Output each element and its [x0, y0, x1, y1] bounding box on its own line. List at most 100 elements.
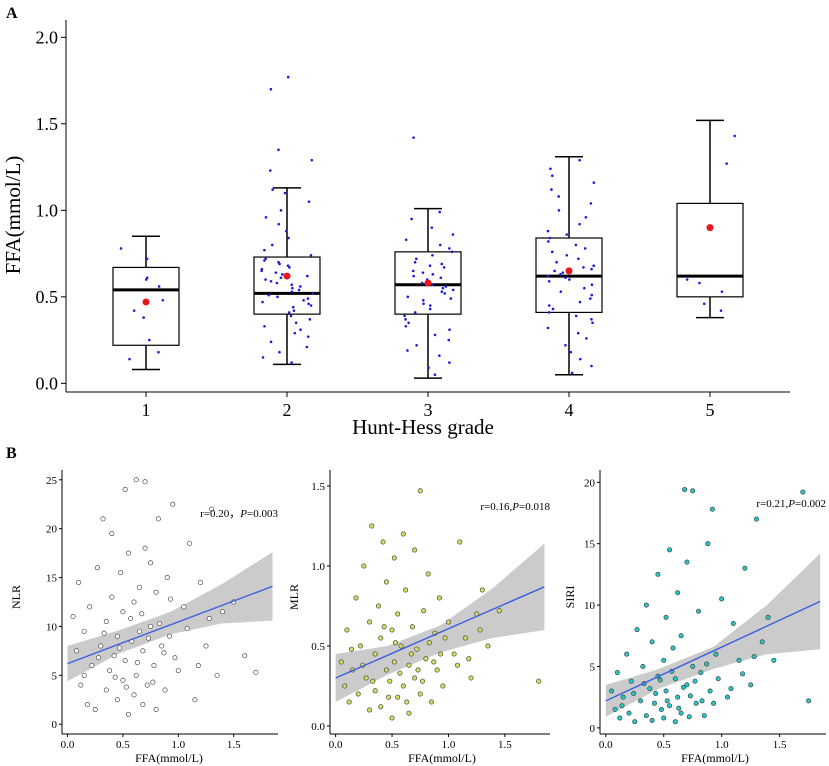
siri-data-point	[748, 682, 754, 688]
nlr-data-point	[242, 653, 248, 659]
mlr-data-point	[397, 670, 403, 676]
nlr-data-point	[81, 672, 87, 678]
data-point	[427, 366, 430, 370]
panel-a-x-tick-label: 5	[706, 400, 715, 420]
siri-data-point	[640, 663, 646, 669]
mlr-data-point	[436, 595, 442, 601]
data-point	[590, 318, 593, 321]
data-point	[406, 349, 409, 352]
siri-y-tick-label: 0	[590, 723, 596, 735]
data-point	[568, 278, 571, 281]
data-point	[307, 302, 310, 306]
nlr-data-point	[162, 687, 168, 693]
data-point	[411, 269, 415, 273]
mlr-data-point	[342, 683, 348, 689]
siri-data-point	[753, 516, 759, 522]
siri-data-point	[711, 700, 717, 706]
data-point	[450, 250, 454, 254]
siri-regression-line	[605, 600, 821, 702]
data-point	[589, 297, 592, 300]
data-point	[294, 321, 298, 325]
data-point	[148, 338, 151, 342]
nlr-data-point	[148, 560, 154, 566]
data-point	[444, 285, 448, 288]
data-point	[440, 290, 444, 293]
mlr-x-tick-label: 0.0	[329, 739, 343, 751]
data-point	[546, 229, 550, 233]
mlr-data-point	[395, 611, 401, 617]
siri-data-point	[661, 715, 667, 721]
nlr-y-tick-label: 5	[52, 670, 58, 682]
mlr-data-point	[434, 667, 440, 673]
nlr-data-point	[166, 633, 172, 639]
mlr-data-point	[479, 587, 485, 593]
data-point	[412, 136, 415, 139]
nlr-data-point	[94, 565, 100, 571]
siri-data-point	[626, 710, 632, 716]
panel-a-y-tick-label: 1.5	[36, 114, 59, 134]
nlr-data-point	[170, 501, 176, 507]
nlr-data-point	[111, 653, 117, 659]
mlr-data-point	[391, 659, 397, 665]
nlr-x-tick-label: 1.0	[171, 739, 185, 751]
data-point	[553, 269, 556, 273]
data-point	[287, 311, 291, 314]
data-point	[698, 281, 701, 285]
siri-data-point	[651, 700, 657, 706]
mean-marker	[283, 272, 291, 280]
nlr-data-point	[107, 667, 113, 673]
data-point	[443, 292, 447, 295]
nlr-data-point	[120, 677, 126, 683]
mlr-data-point	[361, 563, 367, 569]
data-point	[431, 273, 435, 276]
data-point	[448, 361, 451, 364]
siri-data-point	[609, 688, 615, 694]
nlr-data-point	[186, 540, 192, 546]
siri-data-point	[620, 694, 626, 700]
data-point	[269, 87, 273, 91]
siri-data-point	[740, 671, 746, 677]
data-point	[142, 316, 145, 319]
siri-data-point	[675, 694, 681, 700]
mlr-data-point	[344, 627, 350, 633]
data-point	[422, 302, 425, 306]
data-point	[267, 293, 271, 297]
mlr-data-point	[403, 587, 409, 593]
nlr-data-point	[175, 667, 181, 673]
data-point	[449, 297, 453, 300]
data-point	[592, 264, 596, 267]
data-point	[290, 361, 293, 364]
data-point	[412, 274, 415, 278]
siri-data-point	[715, 676, 721, 682]
data-point	[442, 266, 446, 269]
nlr-data-point	[122, 658, 128, 664]
nlr-data-point	[139, 611, 145, 617]
data-point	[577, 257, 580, 261]
mlr-data-point	[445, 619, 451, 625]
nlr-data-point	[197, 579, 203, 585]
data-point	[569, 350, 573, 354]
data-point	[438, 210, 441, 214]
nlr-data-point	[133, 672, 139, 678]
siri-data-point	[667, 547, 673, 553]
mlr-data-point	[348, 646, 354, 652]
mlr-y-tick-label: 1.5	[311, 481, 325, 493]
data-point	[559, 273, 562, 276]
nlr-data-point	[84, 702, 90, 708]
data-point	[128, 357, 131, 361]
siri-data-point	[806, 698, 812, 704]
box-grade-1	[112, 235, 180, 371]
nlr-data-point	[137, 628, 143, 634]
siri-data-point	[751, 654, 757, 660]
mlr-data-point	[414, 646, 420, 652]
mlr-data-point	[438, 651, 444, 657]
data-point	[264, 278, 267, 281]
data-point	[428, 264, 432, 267]
mlr-y-tick-label: 0.0	[311, 721, 325, 733]
data-point	[439, 276, 443, 280]
panel-a-x-tick-label: 2	[283, 400, 292, 420]
nlr-data-point	[140, 648, 146, 654]
nlr-data-point	[150, 679, 156, 685]
data-point	[309, 254, 313, 257]
siri-data-point	[692, 678, 698, 684]
